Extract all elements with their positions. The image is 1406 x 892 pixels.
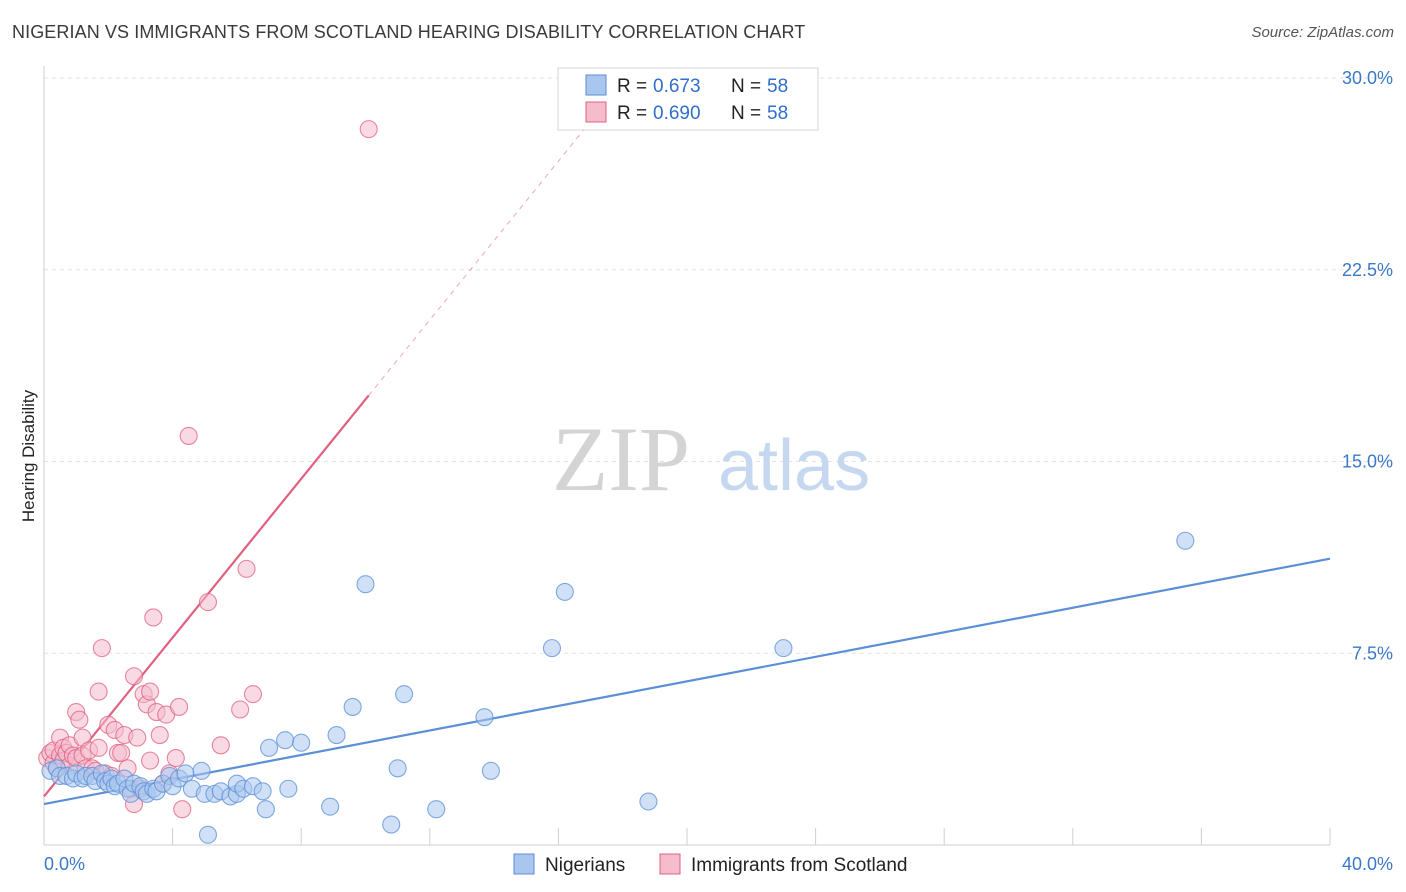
scotland-point [141, 682, 160, 701]
legend-box: R = 0.673 N = 58 R = 0.690 N = 58 [557, 67, 819, 131]
nigerian-point [321, 797, 340, 816]
scotland-point [169, 697, 189, 716]
scotland-point [92, 639, 111, 658]
legend-r-value: 0.673 [653, 76, 701, 97]
scotland-point [198, 593, 218, 612]
nigerian-point [276, 731, 295, 750]
nigerian-point [343, 697, 362, 716]
scotland-point [89, 682, 108, 701]
scotland-point [89, 738, 108, 757]
scotland-point [70, 710, 89, 729]
scotland-point [144, 608, 163, 627]
nigerian-point [279, 779, 298, 798]
nigerian-point [356, 575, 375, 594]
legend-swatch-nigerians [585, 74, 607, 96]
scotland-point [124, 667, 144, 686]
bottom-legend-swatch-nigerians [513, 853, 535, 875]
bottom-legend-swatch-scotland [659, 853, 681, 875]
bottom-legend-label-nigerians: Nigerians [545, 855, 625, 876]
bottom-legend-label-scotland: Immigrants from Scotland [691, 855, 907, 876]
nigerian-point [253, 782, 272, 801]
scotland-point [173, 800, 192, 819]
nigerian-point [395, 685, 414, 704]
y-tick-label: 30.0% [1342, 68, 1393, 88]
watermark-zip: ZIP [552, 408, 690, 510]
scotland-point [141, 751, 160, 770]
scotland-point [359, 120, 378, 139]
nigerian-point [555, 582, 574, 601]
scotland-point [237, 559, 256, 578]
y-tick-label: 7.5% [1352, 643, 1393, 663]
scotland-point [128, 728, 147, 747]
scotland-point [231, 700, 250, 719]
nigerian-point [198, 825, 218, 844]
legend-swatch-scotland [585, 101, 607, 123]
y-tick-label: 22.5% [1342, 260, 1393, 280]
x-tick-label-min: 0.0% [44, 854, 85, 874]
nigerian-point [192, 761, 211, 780]
scotland-point [211, 736, 230, 755]
trend-line-nigerians [43, 557, 1331, 806]
legend-r-label: R = [617, 103, 647, 124]
scotland-point [179, 426, 198, 445]
data-points [38, 120, 1195, 844]
watermark-atlas: atlas [718, 426, 870, 506]
x-tick-labels: 0.0% 40.0% [44, 854, 1393, 874]
scotland-point [243, 685, 263, 704]
x-tick-label-max: 40.0% [1342, 854, 1393, 874]
nigerian-point [256, 800, 275, 819]
nigerian-point [259, 738, 279, 757]
nigerian-point [481, 761, 500, 780]
legend-n-value: 58 [767, 103, 788, 124]
y-axis-label: Hearing Disability [19, 389, 38, 522]
scotland-point [150, 726, 169, 745]
nigerian-point [774, 639, 793, 658]
nigerian-point [292, 733, 311, 752]
nigerian-point [327, 726, 346, 745]
legend-r-value: 0.690 [653, 103, 701, 124]
nigerian-point [427, 800, 446, 819]
bottom-legend: Nigerians Immigrants from Scotland [513, 853, 907, 876]
nigerian-point [176, 764, 195, 783]
watermark: ZIP atlas [552, 408, 870, 510]
chart-source: Source: ZipAtlas.com [1251, 24, 1394, 41]
trend-line-extension-scotland [368, 121, 591, 396]
y-tick-label: 15.0% [1342, 452, 1393, 472]
legend-n-value: 58 [767, 76, 788, 97]
nigerian-point [382, 815, 401, 834]
gridlines [44, 77, 1390, 654]
nigerian-point [475, 708, 494, 727]
nigerian-point [1176, 531, 1195, 550]
y-tick-labels: 7.5% 15.0% 22.5% 30.0% [1342, 68, 1393, 663]
nigerian-point [542, 639, 562, 658]
scotland-point [166, 749, 185, 768]
nigerian-point [639, 792, 658, 811]
nigerian-point [388, 759, 407, 778]
scotland-point [112, 743, 131, 763]
chart-title: NIGERIAN VS IMMIGRANTS FROM SCOTLAND HEA… [12, 22, 806, 42]
legend-r-label: R = [617, 76, 647, 97]
legend-n-label: N = [731, 103, 761, 124]
axes [43, 66, 1331, 846]
legend-n-label: N = [731, 76, 761, 97]
